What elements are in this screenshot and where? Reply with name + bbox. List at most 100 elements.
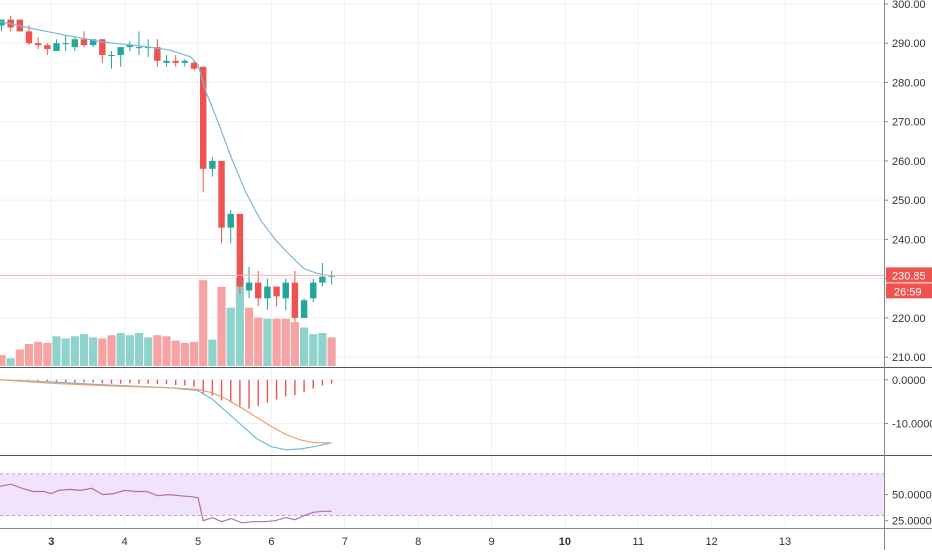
volume-bar xyxy=(52,336,61,366)
candle-body xyxy=(190,62,198,69)
volume-bar xyxy=(134,333,144,366)
price-axis-label: 290.00 xyxy=(892,38,926,50)
macd-axis-label: 0.0000 xyxy=(892,375,926,387)
volume-bar xyxy=(281,318,290,366)
volume-bar xyxy=(34,341,43,366)
candle-body xyxy=(310,282,317,299)
volume-bar xyxy=(0,355,6,366)
price-axis-label: 240.00 xyxy=(892,234,926,246)
volume-bar xyxy=(180,342,189,366)
volume-bar xyxy=(290,322,299,366)
volume-bar xyxy=(144,337,153,366)
candle-body xyxy=(291,282,299,318)
volume-bar xyxy=(15,349,24,366)
macd-line xyxy=(0,379,332,451)
volume-bar xyxy=(272,318,281,366)
volume-bar xyxy=(89,337,98,366)
candle-body xyxy=(53,43,60,52)
rsi-band xyxy=(0,473,884,516)
time-axis-label: 10 xyxy=(559,536,571,548)
volume-bar xyxy=(327,337,336,366)
candle-body xyxy=(44,45,51,50)
time-axis-label: 3 xyxy=(48,536,54,548)
rsi-line xyxy=(0,483,332,524)
candle-body xyxy=(89,39,97,46)
candle-body xyxy=(328,275,335,277)
bar-countdown: 26:59 xyxy=(894,286,922,298)
macd-histogram xyxy=(0,379,333,409)
time-axis: 3 4 5 6 7 8 9 10 11 12 13 xyxy=(48,536,791,548)
time-axis-label: 6 xyxy=(268,536,274,548)
volume-bar xyxy=(70,336,79,366)
candle-body xyxy=(255,282,262,299)
rsi-axis-label: 25.0000 xyxy=(892,516,932,528)
volume-bar xyxy=(125,335,134,366)
last-price-tag-background xyxy=(886,267,932,283)
time-axis-label: 9 xyxy=(488,536,494,548)
countdown-tag-background xyxy=(886,283,932,299)
candle-body xyxy=(117,47,124,55)
macd-signal-line xyxy=(0,379,332,444)
volume-bar xyxy=(299,327,309,366)
price-axis-label: 250.00 xyxy=(892,195,926,207)
volume-bar xyxy=(116,333,125,366)
time-axis-label: 8 xyxy=(415,536,421,548)
candle-body xyxy=(126,45,134,48)
volume-bar xyxy=(309,334,318,366)
time-axis-label: 5 xyxy=(195,536,201,548)
volume-bar xyxy=(79,334,89,366)
volume-bar xyxy=(263,318,272,366)
candle-body xyxy=(181,60,189,63)
volume-bar xyxy=(153,335,162,366)
price-axis-label: 210.00 xyxy=(892,352,926,364)
candle-body xyxy=(154,47,161,61)
time-axis-label: 4 xyxy=(122,536,128,548)
volume-series xyxy=(0,278,336,366)
time-axis-label: 13 xyxy=(779,536,791,548)
price-axis-label: 260.00 xyxy=(892,156,926,168)
candle-body xyxy=(163,60,170,63)
candle-body xyxy=(319,276,326,283)
volume-bar xyxy=(189,341,199,366)
price-axis-label: 270.00 xyxy=(892,117,926,129)
volume-bar xyxy=(244,307,254,366)
rsi-axis-label: 50.0000 xyxy=(892,490,932,502)
candle-body xyxy=(34,43,42,46)
candle-body xyxy=(62,43,69,45)
time-axis-label: 11 xyxy=(633,536,644,548)
candle-body xyxy=(264,286,271,299)
volume-bar xyxy=(318,333,327,366)
volume-bar xyxy=(98,338,107,366)
volume-bar xyxy=(217,286,226,366)
candle-body xyxy=(71,39,79,48)
volume-bar xyxy=(226,307,235,366)
candle-body xyxy=(200,66,207,169)
candle-body xyxy=(227,213,234,228)
volume-bar xyxy=(107,335,116,366)
candle-body xyxy=(80,39,88,46)
price-axis-label: 280.00 xyxy=(892,77,926,89)
macd-axis-label: -10.0000 xyxy=(892,419,932,431)
candle-body xyxy=(25,31,33,44)
grid xyxy=(0,0,884,528)
time-axis-label: 7 xyxy=(342,536,348,548)
volume-bar xyxy=(43,342,52,366)
candle-body xyxy=(273,286,280,297)
candle-body xyxy=(282,282,289,299)
price-axis-label: 300.00 xyxy=(892,0,926,11)
candle-body xyxy=(135,47,143,49)
candle-body xyxy=(245,282,253,291)
last-price-tag: 230.85 26:59 xyxy=(886,267,932,299)
moving-average-line xyxy=(0,21,332,278)
price-axis-label: 220.00 xyxy=(892,313,926,325)
candle-body xyxy=(99,39,106,55)
volume-bar xyxy=(254,317,263,366)
candle-body xyxy=(300,300,308,318)
volume-bar xyxy=(61,338,70,366)
volume-bar xyxy=(162,336,171,366)
volume-bar xyxy=(24,344,34,366)
last-price-value: 230.85 xyxy=(892,270,926,282)
volume-bar xyxy=(6,358,15,366)
